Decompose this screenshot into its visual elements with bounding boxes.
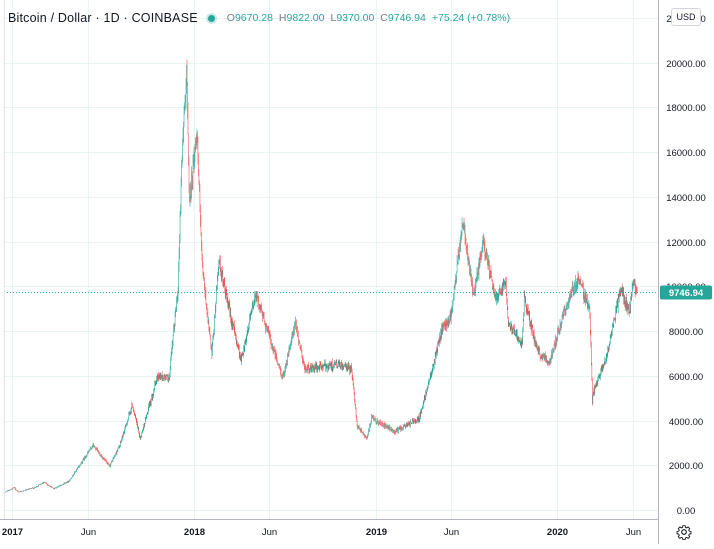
last-price-value: 9746.94 [669, 288, 704, 299]
y-tick-label: 2000.00 [669, 461, 703, 472]
low-label: L [330, 12, 337, 24]
open-label: O [226, 12, 235, 24]
x-tick-label: Jun [444, 527, 459, 538]
open-value: 9670.28 [234, 12, 273, 24]
x-tick-label: 2019 [366, 527, 387, 538]
candlestick-series [3, 59, 638, 493]
y-tick-label: 6000.00 [669, 372, 703, 383]
x-tick-label: 2020 [547, 527, 568, 538]
x-tick-label: 2018 [184, 527, 205, 538]
x-tick-label: Jun [81, 527, 96, 538]
y-tick-label: 16000.00 [666, 148, 706, 159]
x-tick-label: Jun [626, 527, 641, 538]
y-tick-label: 20000.00 [666, 59, 706, 70]
close-label: C [380, 12, 388, 24]
time-axis-labels: 2017 Jun 2018 Jun 2019 Jun 2020 Jun [2, 527, 641, 538]
y-tick-label: 12000.00 [666, 238, 706, 249]
y-tick-label: 4000.00 [669, 417, 703, 428]
axes [0, 0, 659, 544]
close-value: 9746.94 [387, 12, 426, 24]
grid-lines [4, 0, 658, 519]
y-tick-label: 8000.00 [669, 327, 703, 338]
currency-button[interactable]: USD [671, 8, 701, 26]
symbol-title[interactable]: Bitcoin / Dollar · 1D · COINBASE [8, 11, 198, 25]
gear-icon[interactable] [676, 524, 692, 540]
price-axis-labels: 0.002000.004000.006000.008000.0010000.00… [666, 14, 706, 517]
x-tick-label: 2017 [2, 527, 23, 538]
change-value: +75.24 (+0.78%) [431, 12, 511, 24]
high-value: 9822.00 [286, 12, 325, 24]
market-status-dot [207, 14, 215, 22]
y-tick-label: 14000.00 [666, 193, 706, 204]
x-tick-label: Jun [262, 527, 277, 538]
ohlc-values: O9670.28 H9822.00 L9370.00 C9746.94 +75.… [227, 12, 510, 24]
y-tick-label: 0.00 [677, 506, 696, 517]
last-price-badge: 9746.94 [660, 285, 712, 300]
chart-legend: Bitcoin / Dollar · 1D · COINBASE O9670.2… [8, 10, 510, 26]
low-value: 9370.00 [336, 12, 375, 24]
y-tick-label: 18000.00 [666, 103, 706, 114]
high-label: H [278, 12, 287, 24]
